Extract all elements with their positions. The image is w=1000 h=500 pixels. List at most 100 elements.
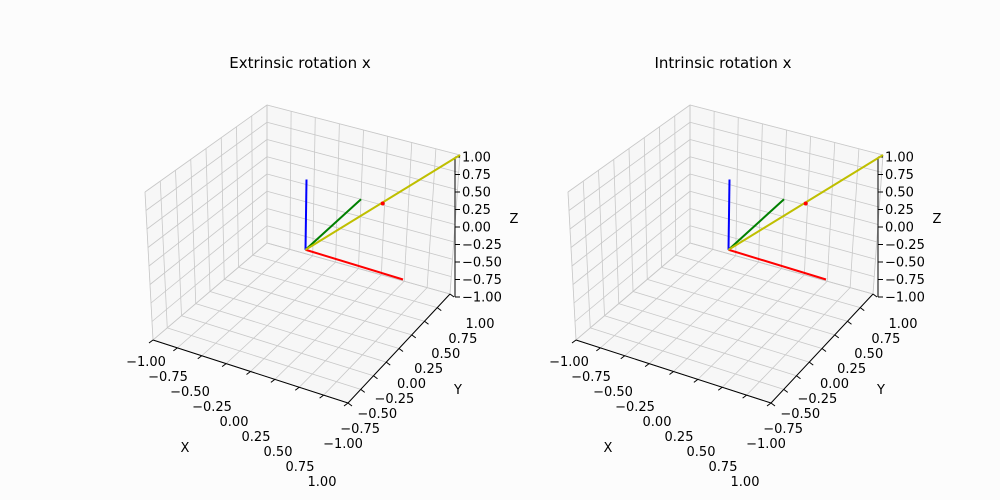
- gridline-z: [689, 156, 880, 208]
- x-tick-label: 0.75: [286, 460, 315, 475]
- x-tick: [246, 371, 251, 375]
- z-tick-label: 1.00: [885, 151, 914, 166]
- y-tick-label: −0.75: [340, 422, 380, 437]
- gridline-y: [661, 266, 848, 322]
- gridline-x: [380, 136, 389, 275]
- x-tick-label: 0.75: [709, 460, 738, 475]
- y-tick-label: 0.00: [397, 377, 426, 392]
- series-line-2: [304, 198, 362, 251]
- x-tick-label: −1.00: [126, 355, 166, 370]
- gridline-y: [674, 115, 677, 256]
- gridline-z: [266, 139, 458, 191]
- x-tick-label: 1.00: [731, 475, 760, 490]
- gridline-z: [571, 173, 691, 267]
- x-tick: [742, 394, 747, 399]
- x-tick-label: −1.00: [549, 355, 589, 370]
- gridline-x: [274, 274, 382, 380]
- z-axis-label: Z: [510, 212, 519, 227]
- x-tick: [596, 347, 601, 352]
- y-tick: [834, 334, 840, 339]
- gridline-x: [323, 287, 428, 396]
- y-tick: [847, 320, 852, 325]
- x-tick-label: 0.25: [665, 430, 694, 445]
- y-tick-label: −1.00: [746, 437, 786, 452]
- y-tick: [770, 402, 776, 407]
- y-tick: [436, 307, 442, 312]
- x-tick: [693, 378, 699, 383]
- z-tick-label: 0.75: [885, 168, 914, 183]
- gridline-y: [251, 115, 254, 256]
- chart-title: Intrinsic rotation x: [654, 54, 791, 72]
- gridline-y: [252, 254, 438, 309]
- z-tick-label: −0.75: [885, 273, 925, 288]
- z-tick-label: −0.50: [885, 256, 925, 271]
- x-tick: [148, 339, 154, 344]
- x-tick-label: 1.00: [308, 475, 337, 490]
- data-point: [380, 201, 385, 206]
- x-tick-label: −0.25: [192, 400, 232, 415]
- z-tick-label: 0.00: [885, 221, 914, 236]
- axes-3d-1: −1.00−1.00−1.00−0.75−0.75−0.75−0.50−0.50…: [126, 54, 518, 490]
- y-tick-label: −0.25: [374, 392, 414, 407]
- x-tick: [294, 386, 300, 391]
- x-tick-label: −0.75: [148, 370, 188, 385]
- gridline-z: [266, 121, 459, 173]
- y-tick-label: 0.00: [820, 377, 849, 392]
- chart-title: Extrinsic rotation x: [229, 54, 371, 72]
- gridline-z: [689, 121, 882, 173]
- x-axis-label: X: [181, 441, 190, 456]
- y-axis-label: Y: [453, 383, 462, 398]
- gridline-z: [144, 104, 268, 193]
- z-axis-label: Z: [933, 212, 942, 227]
- z-tick-label: −0.75: [462, 273, 502, 288]
- gridline-y: [236, 126, 239, 268]
- gridline-z: [569, 139, 691, 230]
- y-tick: [373, 375, 378, 380]
- y-axis-label: Y: [876, 383, 885, 398]
- gridline-y: [647, 278, 835, 336]
- axes-3d-2: −1.00−1.00−1.00−0.75−0.75−0.75−0.50−0.50…: [549, 54, 941, 490]
- z-tick-label: 0.75: [462, 168, 491, 183]
- gridline-z: [570, 156, 691, 248]
- y-tick-label: 0.75: [871, 332, 900, 347]
- gridline-z: [689, 139, 881, 191]
- gridline-x: [426, 148, 437, 288]
- x-tick-label: −0.50: [170, 385, 210, 400]
- series-line-1: [305, 248, 404, 281]
- gridline-z: [148, 173, 268, 267]
- y-tick-label: −0.50: [357, 407, 397, 422]
- y-tick-label: −0.50: [780, 407, 820, 422]
- x-tick: [571, 339, 577, 344]
- z-tick-label: 0.50: [462, 186, 491, 201]
- x-tick-label: 0.00: [643, 415, 672, 430]
- x-tick: [319, 394, 324, 399]
- x-tick: [717, 386, 723, 391]
- y-tick: [411, 334, 417, 339]
- gridline-y: [220, 137, 225, 280]
- y-tick: [872, 293, 878, 298]
- gridline-y: [266, 242, 451, 295]
- x-tick: [197, 355, 203, 360]
- gridline-z: [266, 156, 457, 208]
- y-tick: [783, 388, 789, 393]
- gridline-y: [675, 254, 861, 309]
- z-tick-label: 0.25: [885, 203, 914, 218]
- y-tick-label: 0.25: [837, 362, 866, 377]
- data-point: [803, 201, 808, 206]
- y-tick: [808, 361, 814, 366]
- z-tick-label: −0.25: [885, 238, 925, 253]
- x-tick: [270, 378, 276, 383]
- gridline-z: [689, 104, 884, 156]
- y-tick: [821, 348, 827, 352]
- gridline-x: [403, 142, 413, 282]
- z-tick-label: −0.50: [462, 256, 502, 271]
- y-tick-label: −0.25: [797, 392, 837, 407]
- z-tick-label: 0.00: [462, 221, 491, 236]
- y-tick-label: 1.00: [889, 317, 918, 332]
- gridline-x: [849, 148, 860, 288]
- x-tick: [620, 355, 626, 360]
- x-tick: [644, 363, 650, 368]
- z-tick-label: −0.25: [462, 238, 502, 253]
- gridline-x: [697, 274, 805, 380]
- gridline-z: [266, 104, 461, 156]
